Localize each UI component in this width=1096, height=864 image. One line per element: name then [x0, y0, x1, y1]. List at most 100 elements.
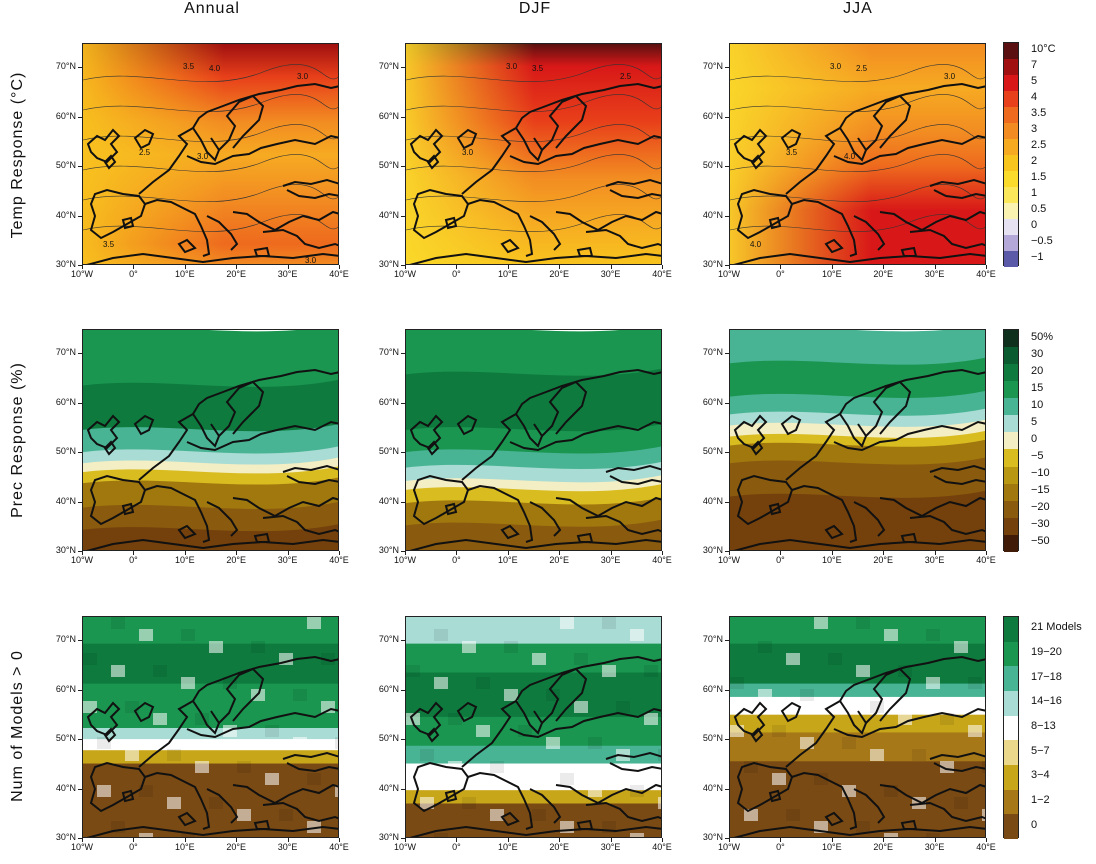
colorbar-swatch [1004, 43, 1018, 59]
lon-tick-mark [831, 265, 833, 269]
colorbar-label: −1 [1031, 251, 1044, 263]
colorbar-swatch [1004, 764, 1018, 790]
prec-annual-map [82, 329, 339, 551]
lat-tick-mark [725, 640, 729, 641]
lon-tick-mark [610, 265, 612, 269]
lon-tick-mark [831, 551, 833, 555]
colorbar-label: −50 [1031, 535, 1050, 548]
lon-tick-label: 10°E [174, 269, 195, 279]
lon-tick-label: 20°E [226, 555, 246, 565]
lat-tick-label: 60°N [702, 396, 723, 407]
lon-tick-mark [287, 838, 289, 842]
temp-jja-map: 3.0 2.5 3.0 3.5 4.0 4.0 [729, 43, 986, 265]
colorbar-swatch [1004, 814, 1018, 839]
colorbar-swatch [1004, 740, 1018, 765]
column-title-annual: Annual [184, 0, 240, 17]
lon-tick-mark [133, 265, 135, 269]
lon-tick-label: 10°E [497, 842, 518, 852]
lon-tick-label: 10°W [717, 555, 741, 565]
colorbar-label: 17−18 [1031, 670, 1062, 683]
colorbar-label: 14−16 [1031, 695, 1062, 708]
lat-tick-label: 50°N [378, 733, 399, 743]
colorbar-label: 1.5 [1031, 171, 1047, 183]
lon-tick-mark [986, 838, 987, 842]
colorbar-label: −20 [1031, 501, 1050, 514]
lat-tick-mark [725, 353, 729, 354]
lon-tick-mark [133, 838, 135, 842]
lon-tick-mark [287, 265, 289, 269]
temp-djf-map: 3.0 3.5 2.5 3.0 [405, 43, 662, 265]
contour-label: 2.5 [856, 64, 868, 73]
lat-tick-label: 60°N [55, 396, 76, 407]
lon-tick-label: 40°E [652, 842, 672, 852]
lat-tick-mark [401, 215, 405, 217]
lon-tick-label: 20°E [873, 842, 893, 852]
lon-tick-mark [82, 838, 83, 842]
lat-tick-label: 50°N [378, 446, 399, 456]
colorbar-swatch [1004, 91, 1018, 107]
lon-tick-mark [729, 551, 730, 555]
lat-tick-label: 40°N [378, 209, 399, 220]
colorbar-swatch [1004, 517, 1018, 535]
colorbar-label: 20 [1031, 364, 1044, 377]
lat-tick-mark [725, 402, 729, 404]
lat-tick-mark [401, 501, 405, 503]
colorbar-label: 50% [1031, 330, 1054, 343]
lat-tick-label: 60°N [702, 110, 723, 121]
lon-tick-label: 10°E [174, 842, 195, 852]
lon-tick-label: 10°W [717, 842, 741, 852]
colorbar-swatch [1004, 715, 1018, 741]
colorbar-label: 2.5 [1031, 139, 1047, 151]
colorbar-swatch [1004, 219, 1018, 235]
lat-tick-label: 30°N [702, 545, 723, 555]
lon-tick-label: 20°E [549, 269, 569, 279]
lon-tick-label: 10°E [821, 269, 842, 279]
colorbar-swatch [1004, 251, 1018, 267]
lon-tick-label: 10°W [393, 269, 417, 279]
colorbar-label: −5 [1031, 450, 1044, 463]
contour-label: 4.0 [844, 152, 856, 161]
lon-tick-mark [662, 551, 663, 555]
contour-label: 3.0 [506, 62, 518, 71]
lon-tick-label: 40°E [329, 842, 349, 852]
lat-tick-mark [78, 838, 82, 839]
lon-tick-label: 20°E [873, 555, 893, 565]
lon-tick-label: 0° [129, 269, 138, 279]
contour-label: 3.5 [103, 240, 115, 249]
lon-tick-mark [339, 551, 340, 555]
lon-tick-mark [883, 838, 885, 842]
contour-label: 4.0 [209, 64, 221, 73]
lon-tick-mark [405, 265, 406, 269]
lon-tick-label: 0° [129, 842, 138, 852]
colorbar-swatch [1004, 381, 1018, 399]
lon-tick-mark [405, 838, 406, 842]
colorbar-label: 5 [1031, 415, 1038, 428]
colorbar-swatch [1004, 203, 1018, 219]
lon-tick-mark [986, 265, 987, 269]
lon-tick-label: 0° [776, 269, 785, 279]
colorbar-swatch [1004, 347, 1018, 365]
lon-tick-mark [780, 551, 782, 555]
lon-tick-label: 20°E [549, 842, 569, 852]
lat-tick-mark [78, 67, 82, 68]
lon-tick-label: 40°E [329, 269, 349, 279]
models-jja-map [729, 616, 986, 838]
lon-tick-mark [780, 265, 782, 269]
lon-tick-mark [559, 838, 561, 842]
colorbar-swatch [1004, 690, 1018, 716]
models-annual-map [82, 616, 339, 838]
lat-tick-mark [725, 501, 729, 503]
lat-tick-mark [401, 402, 405, 404]
lat-tick-mark [78, 640, 82, 641]
lat-tick-label: 50°N [55, 446, 76, 456]
colorbar-label: 3−4 [1031, 769, 1050, 782]
colorbar-label: 19−20 [1031, 646, 1062, 658]
colorbar-swatch [1004, 432, 1018, 450]
colorbar-label: 5 [1031, 75, 1038, 87]
lon-tick-label: 40°E [652, 555, 672, 565]
lat-tick-mark [725, 788, 729, 790]
lon-tick-label: 30°E [277, 555, 298, 565]
lat-tick-mark [78, 402, 82, 404]
lon-tick-label: 30°E [924, 842, 945, 852]
colorbar-swatch [1004, 641, 1018, 667]
